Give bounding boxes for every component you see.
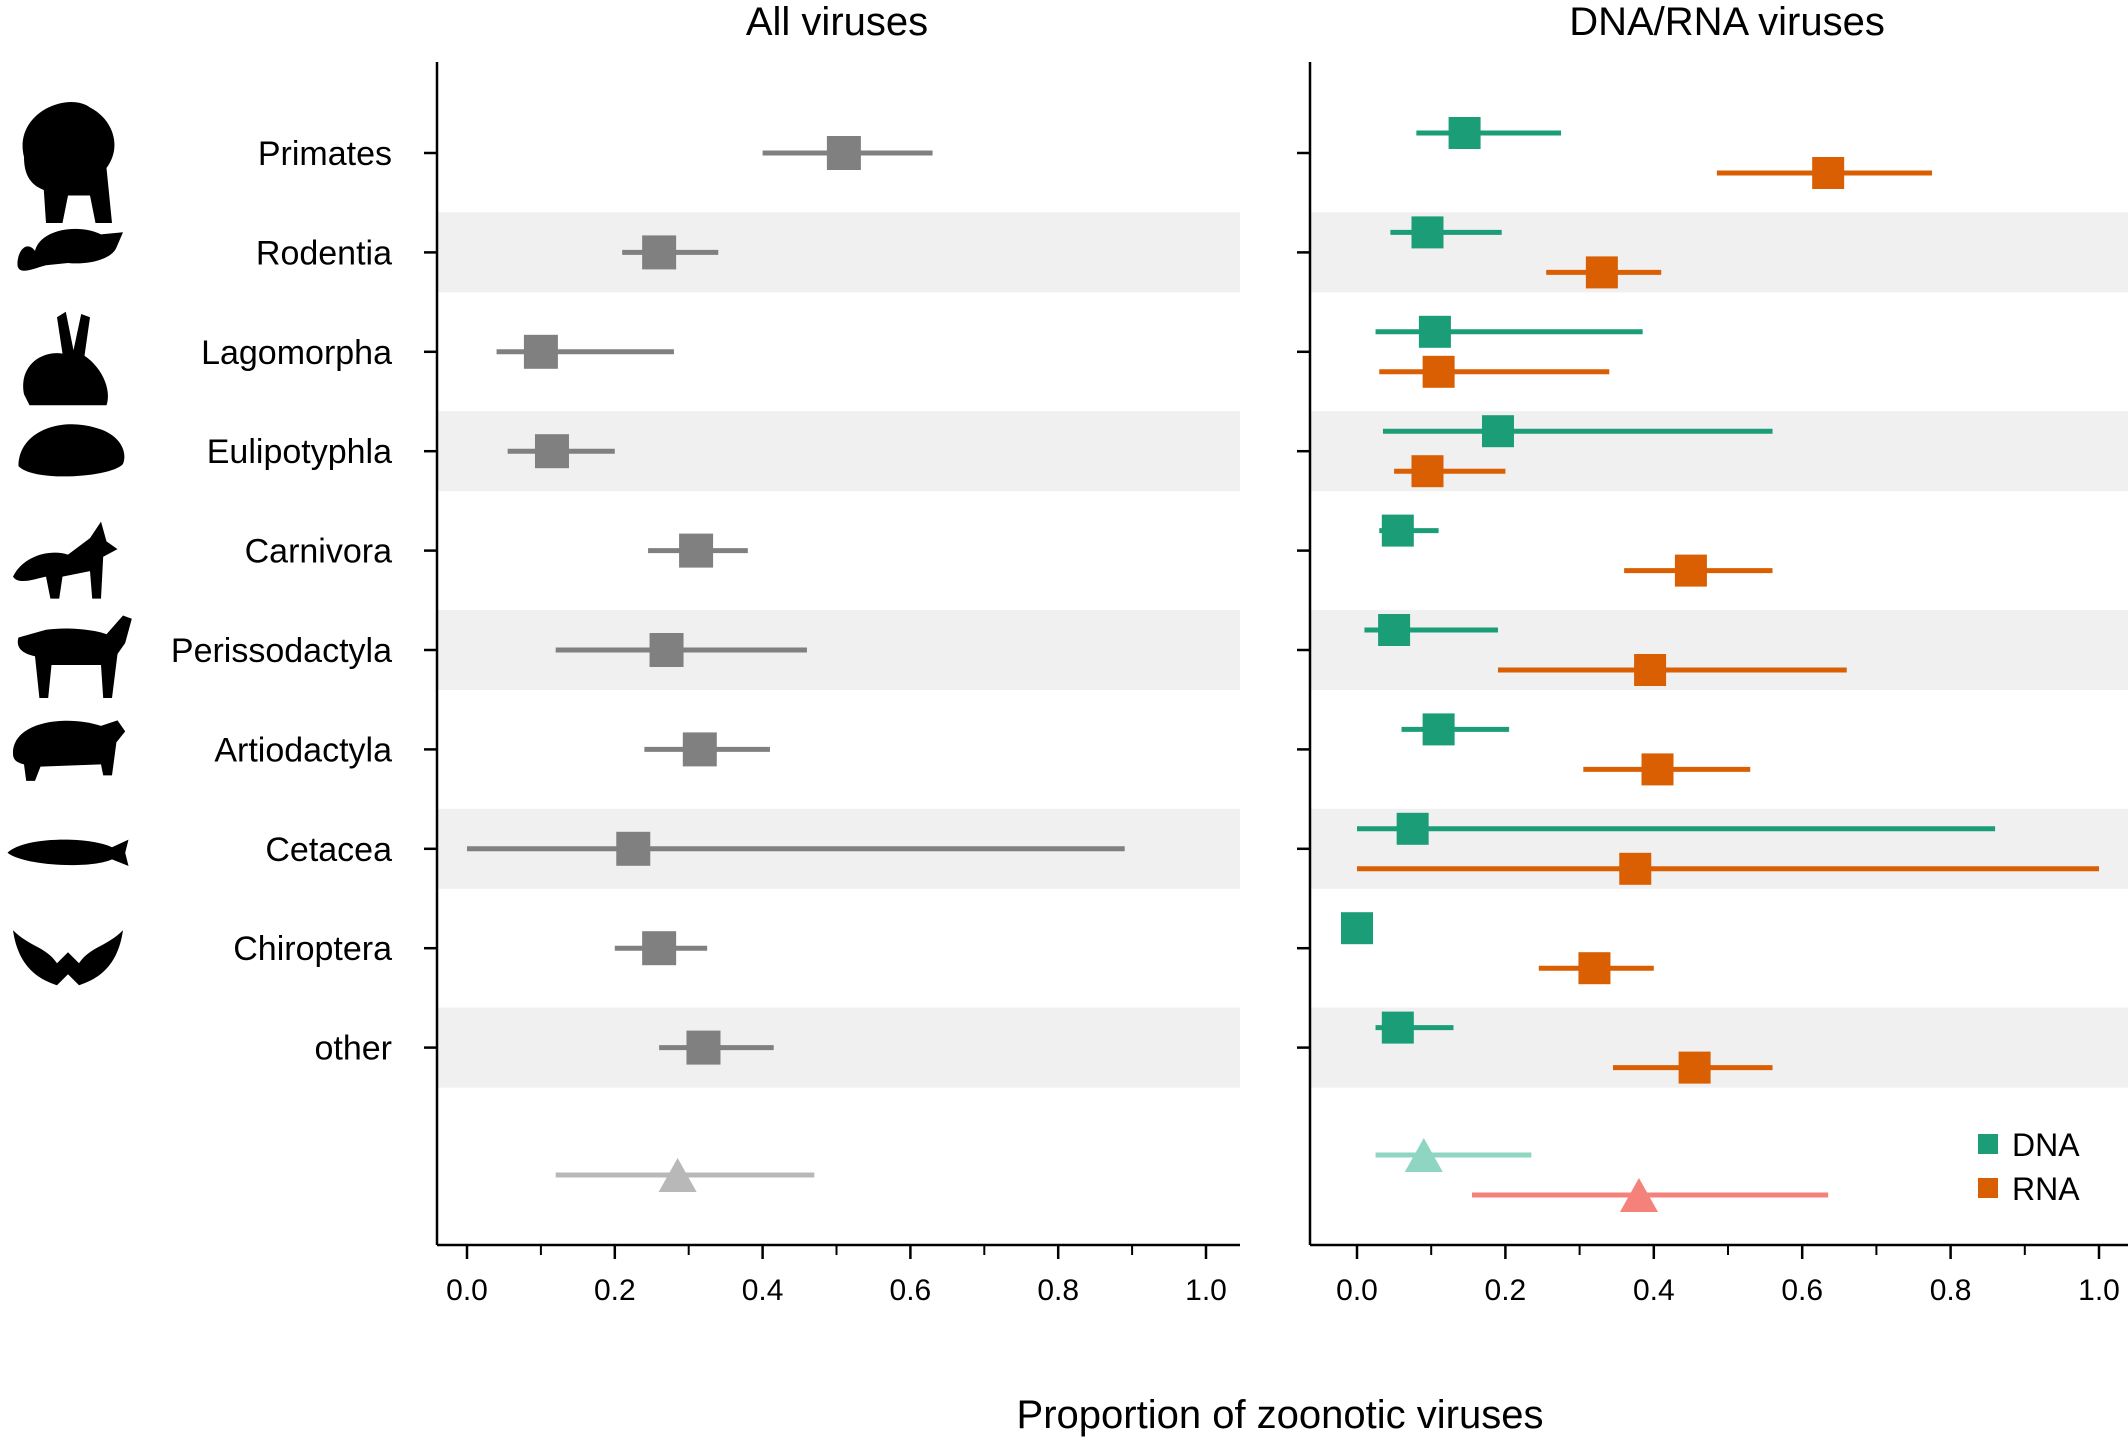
row-band — [1311, 212, 2128, 293]
estimate-square — [682, 732, 717, 767]
overall-triangle — [1404, 1138, 1443, 1172]
estimate-square — [523, 334, 558, 369]
hedgehog-icon — [18, 424, 125, 477]
estimate-square — [1678, 1051, 1711, 1084]
overall-triangle — [1619, 1178, 1658, 1212]
estimate-square — [1381, 1011, 1414, 1044]
estimate-square — [1674, 554, 1707, 587]
estimate-square — [1448, 117, 1481, 149]
estimate-square — [1418, 315, 1451, 348]
x-tick-label: 0.8 — [1037, 1274, 1079, 1307]
left-panel-title: All viruses — [746, 0, 928, 44]
legend: DNA RNA — [1978, 1127, 2080, 1207]
x-tick-label: 0.0 — [446, 1274, 488, 1307]
estimate-square — [826, 136, 861, 170]
category-label: Chiroptera — [233, 930, 392, 968]
x-tick-label: 0.2 — [1485, 1274, 1527, 1307]
bat-icon — [13, 930, 123, 986]
x-tick-label: 0.6 — [890, 1274, 932, 1307]
estimate-square — [534, 434, 569, 469]
estimate-square — [1641, 753, 1674, 786]
x-ticks: 0.0 0.2 0.4 0.6 0.8 1.0 0.0 0.2 0.4 0.6 0.8 1.0 — [446, 1245, 2120, 1307]
category-label: Rodentia — [256, 234, 392, 272]
estimate-square — [642, 931, 677, 966]
x-tick-label: 0.6 — [1781, 1274, 1823, 1307]
row-band — [438, 1007, 1240, 1088]
horse-icon — [17, 615, 132, 698]
y-ticks — [424, 151, 1310, 1049]
row-band — [1311, 1007, 2128, 1088]
right-panel-title: DNA/RNA viruses — [1569, 0, 1885, 44]
x-tick-label: 0.4 — [1633, 1274, 1675, 1307]
estimate-square — [616, 831, 651, 866]
x-tick-label: 1.0 — [2078, 1274, 2120, 1307]
estimate-square — [1378, 614, 1411, 646]
yak-icon — [13, 720, 126, 781]
estimate-square — [1422, 355, 1455, 388]
legend-dna-swatch — [1978, 1134, 1998, 1154]
category-label: Cetacea — [265, 831, 392, 869]
estimate-square — [649, 633, 684, 667]
legend-dna-label: DNA — [2012, 1127, 2080, 1163]
legend-rna-swatch — [1978, 1178, 1998, 1198]
row-band — [1311, 411, 2128, 492]
estimate-square — [1812, 157, 1845, 189]
x-tick-label: 0.2 — [594, 1274, 636, 1307]
legend-rna-label: RNA — [2012, 1171, 2080, 1207]
x-tick-label: 0.4 — [742, 1274, 784, 1307]
estimate-square — [1481, 415, 1514, 448]
estimate-square — [1381, 514, 1414, 547]
whale-icon — [7, 839, 129, 866]
category-label: Artiodactyla — [214, 731, 392, 769]
x-tick-label: 1.0 — [1185, 1274, 1227, 1307]
estimate-square — [1341, 912, 1373, 945]
fox-icon — [13, 521, 118, 599]
estimate-square — [1619, 852, 1652, 885]
estimate-square — [1411, 455, 1444, 488]
category-label: other — [315, 1030, 393, 1068]
category-label: Eulipotyphla — [207, 433, 392, 471]
category-label: Lagomorpha — [201, 334, 392, 372]
overall-triangle — [658, 1158, 697, 1192]
row-band — [1311, 610, 2128, 690]
estimate-square — [686, 1030, 721, 1065]
category-label: Primates — [258, 135, 392, 173]
estimate-square — [1578, 952, 1611, 985]
x-tick-label: 0.0 — [1336, 1274, 1378, 1307]
estimate-square — [1585, 256, 1618, 289]
rat-icon — [17, 228, 124, 271]
estimate-square — [642, 235, 677, 270]
x-axis-label: Proportion of zoonotic viruses — [1017, 1393, 1544, 1437]
hare-icon — [23, 311, 108, 406]
animal-icons — [7, 102, 132, 986]
estimate-square — [1411, 216, 1444, 249]
category-label: Perissodactyla — [171, 632, 392, 670]
estimate-square — [1422, 713, 1455, 746]
estimate-square — [679, 533, 714, 568]
x-tick-label: 0.8 — [1930, 1274, 1972, 1307]
gorilla-icon — [22, 102, 115, 223]
marks — [467, 117, 2099, 1212]
row-band — [438, 212, 1240, 293]
estimate-square — [1634, 654, 1667, 686]
category-label: Carnivora — [245, 533, 392, 571]
order-labels: Primates Rodentia Lagomorpha Eulipotyphla Ca… — [171, 135, 392, 1068]
estimate-square — [1396, 812, 1429, 845]
row-band — [1311, 808, 2128, 889]
